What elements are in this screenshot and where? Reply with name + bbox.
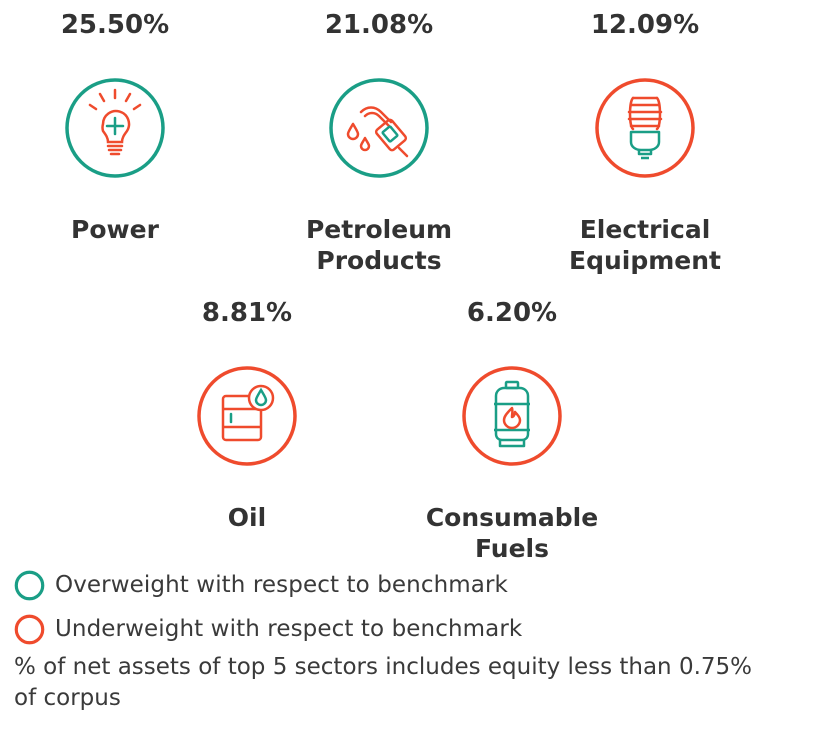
sector-petroleum-products: 21.08% Petroleum Products <box>259 10 499 276</box>
sector-oil: 8.81% Oil <box>127 298 367 533</box>
sector-electrical-equipment: 12.09% Electrical Equipment <box>525 10 765 276</box>
sector-name: Consumable Fuels <box>425 503 599 563</box>
legend-label: Underweight with respect to benchmark <box>55 616 523 642</box>
fuel-nozzle-icon <box>329 78 429 178</box>
sector-percent: 6.20% <box>466 298 558 328</box>
legend-underweight: Underweight with respect to benchmark <box>14 612 522 646</box>
sector-power: 25.50% Power <box>0 10 235 245</box>
footnote: % of net assets of top 5 sectors include… <box>14 654 753 711</box>
sector-percent: 8.81% <box>201 298 293 328</box>
sector-name: Electrical Equipment <box>569 215 721 275</box>
sector-name: Oil <box>227 503 267 532</box>
legend-overweight: Overweight with respect to benchmark <box>14 568 508 602</box>
legend-label: Overweight with respect to benchmark <box>55 572 508 598</box>
gas-cylinder-icon <box>462 366 562 466</box>
oil-barrel-icon <box>197 366 297 466</box>
red-circle-icon <box>14 614 45 644</box>
sector-name: Power <box>71 215 159 244</box>
sector-name: Petroleum Products <box>305 215 453 275</box>
sector-consumable-fuels: 6.20% Consumable Fuels <box>392 298 632 564</box>
lightbulb-icon <box>65 78 165 178</box>
sector-percent: 25.50% <box>60 10 170 40</box>
sector-percent: 12.09% <box>590 10 700 40</box>
cfl-bulb-icon <box>595 78 695 178</box>
sector-percent: 21.08% <box>324 10 434 40</box>
green-circle-icon <box>14 570 45 600</box>
